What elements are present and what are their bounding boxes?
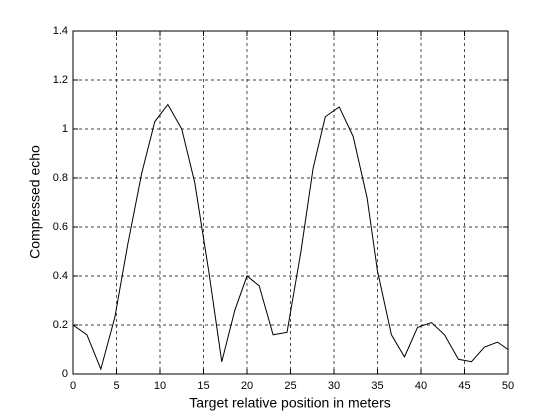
x-tick-label: 25: [284, 380, 296, 392]
y-tick-label: 1: [62, 123, 68, 135]
plot-area: [73, 31, 508, 374]
y-tick-label: 0.4: [53, 270, 68, 282]
x-tick-label: 30: [328, 380, 340, 392]
y-tick-label: 0.6: [53, 221, 68, 233]
x-tick-label: 0: [70, 380, 76, 392]
y-tick-label: 0.8: [53, 172, 68, 184]
y-tick-label: 0.2: [53, 319, 68, 331]
data-line: [72, 103, 509, 371]
y-axis-label: Compressed echo: [27, 145, 43, 259]
y-tick-label: 0: [62, 368, 68, 380]
x-tick-label: 35: [371, 380, 383, 392]
y-tick-label: 1.4: [53, 25, 68, 37]
x-tick-label: 5: [113, 380, 119, 392]
axes-box: [72, 30, 509, 375]
x-tick-label: 50: [502, 380, 514, 392]
x-tick-label: 15: [197, 380, 209, 392]
x-tick-label: 10: [154, 380, 166, 392]
x-tick-label: 45: [458, 380, 470, 392]
y-tick-label: 1.2: [53, 74, 68, 86]
x-axis-label: Target relative position in meters: [189, 395, 391, 411]
x-tick-label: 20: [241, 380, 253, 392]
x-tick-label: 40: [415, 380, 427, 392]
